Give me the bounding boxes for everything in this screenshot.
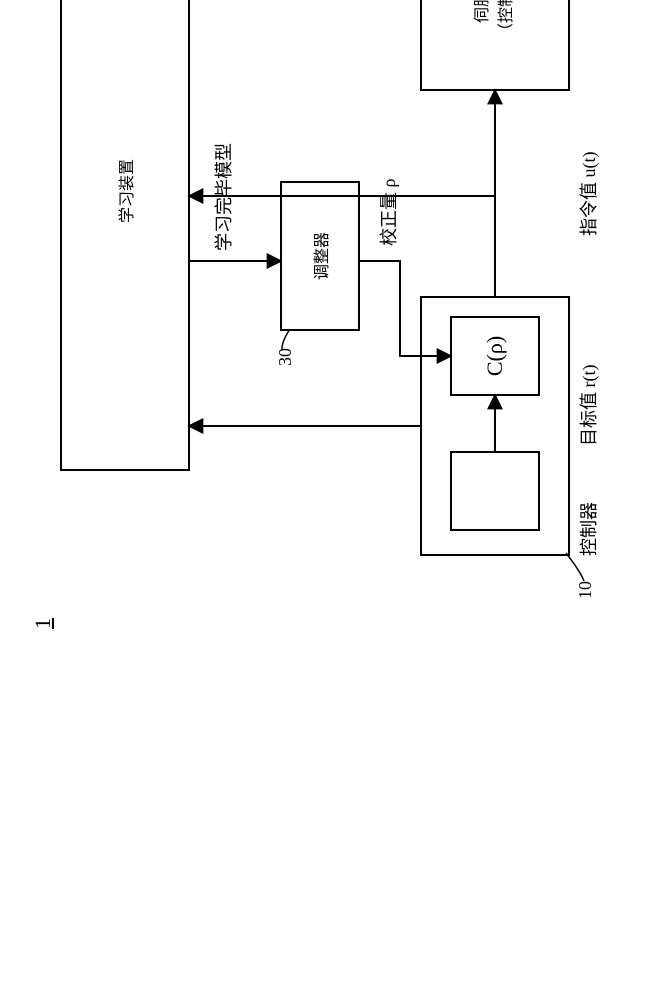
servo-label-1: 伺服机构 — [471, 0, 495, 23]
diagram-stage: 1 学习装置 40 调整器 30 10 控制器 C(ρ) 伺服机构 （控制对象）… — [0, 0, 671, 671]
cp-label: C(ρ) — [482, 336, 508, 376]
signal-correction: 校正量 ρ — [375, 179, 401, 246]
leader-10 — [566, 553, 584, 581]
figure-id: 1 — [30, 618, 56, 629]
servo-box: 伺服机构 （控制对象） — [420, 0, 570, 91]
learning-device-box: 学习装置 — [60, 0, 190, 471]
servo-label-2: （控制对象） — [495, 0, 519, 39]
signal-command: 指令值 u(t) — [575, 152, 601, 237]
controller-subblock-cp: C(ρ) — [450, 316, 540, 396]
adjuster-id: 30 — [275, 348, 296, 366]
signal-learned-model: 学习完毕模型 — [210, 143, 236, 251]
controller-label: 控制器 — [575, 502, 601, 556]
controller-subblock-blank — [450, 451, 540, 531]
leader-30 — [282, 329, 290, 349]
controller-id: 10 — [575, 581, 596, 599]
adjuster-label: 调整器 — [308, 232, 332, 280]
adjuster-box: 调整器 — [280, 181, 360, 331]
learning-device-label: 学习装置 — [113, 159, 137, 223]
rotated-canvas: 1 学习装置 40 调整器 30 10 控制器 C(ρ) 伺服机构 （控制对象）… — [0, 0, 671, 671]
signal-target: 目标值 r(t) — [575, 365, 601, 446]
